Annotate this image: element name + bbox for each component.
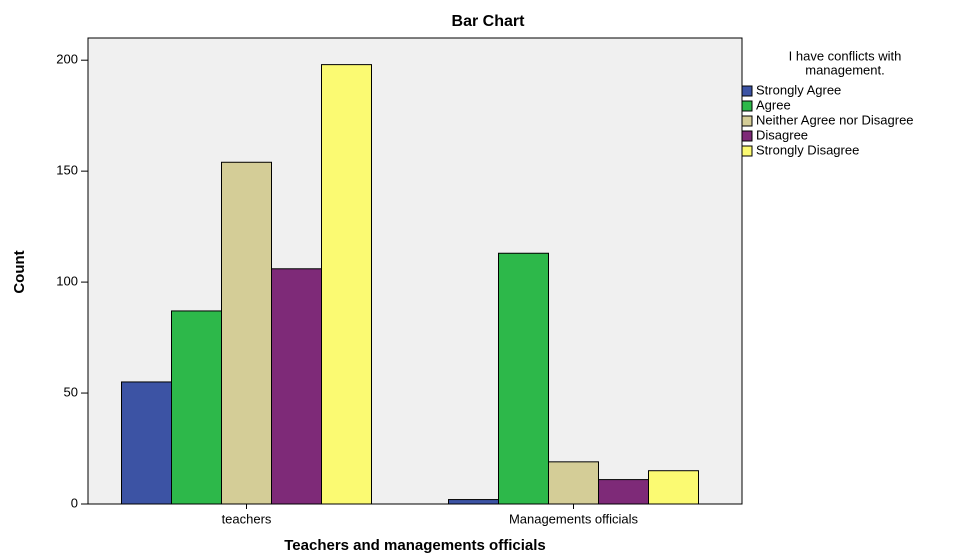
bar	[121, 381, 172, 505]
bar	[221, 161, 272, 505]
legend-label: Strongly Disagree	[756, 142, 859, 157]
legend-swatch	[741, 130, 753, 142]
bar	[321, 64, 372, 505]
y-tick-label: 0	[71, 495, 78, 510]
x-tick-label: teachers	[222, 511, 272, 526]
legend-swatch	[741, 100, 753, 112]
legend-label: Agree	[756, 97, 791, 112]
x-tick-label: Managements officials	[509, 511, 639, 526]
bar	[548, 461, 599, 505]
legend-title: I have conflicts with	[789, 48, 902, 63]
legend-label: Disagree	[756, 127, 808, 142]
y-tick-label: 150	[56, 163, 78, 178]
legend-swatch	[741, 115, 753, 127]
y-tick-label: 200	[56, 52, 78, 67]
bar	[648, 470, 699, 505]
bar	[598, 479, 649, 505]
chart-title: Bar Chart	[452, 13, 526, 30]
x-axis-label: Teachers and managements officials	[284, 537, 545, 554]
y-tick-label: 100	[56, 274, 78, 289]
legend-swatch	[741, 85, 753, 97]
bar	[448, 499, 499, 505]
legend-swatch	[741, 145, 753, 157]
legend-title: management.	[805, 62, 885, 77]
legend-label: Strongly Agree	[756, 82, 841, 97]
bar	[498, 252, 549, 505]
y-tick-label: 50	[64, 384, 78, 399]
legend-label: Neither Agree nor Disagree	[756, 112, 914, 127]
bar	[271, 268, 322, 505]
y-axis-label: Count	[11, 250, 28, 293]
bar	[171, 310, 222, 505]
